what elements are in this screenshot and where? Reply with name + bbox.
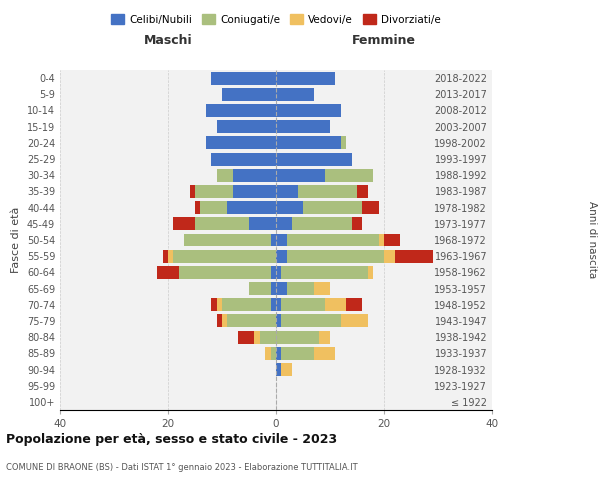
Bar bbox=[271, 282, 276, 295]
Bar bbox=[195, 218, 249, 230]
Bar bbox=[325, 298, 346, 311]
Bar bbox=[303, 201, 362, 214]
Bar bbox=[276, 88, 314, 101]
Bar bbox=[173, 250, 276, 262]
Bar bbox=[195, 201, 200, 214]
Bar bbox=[276, 152, 352, 166]
Bar bbox=[227, 314, 276, 328]
Bar bbox=[200, 201, 227, 214]
Text: COMUNE DI BRAONE (BS) - Dati ISTAT 1° gennaio 2023 - Elaborazione TUTTITALIA.IT: COMUNE DI BRAONE (BS) - Dati ISTAT 1° ge… bbox=[6, 462, 358, 471]
Bar bbox=[184, 234, 271, 246]
Bar bbox=[287, 234, 379, 246]
Text: Maschi: Maschi bbox=[143, 34, 193, 48]
Bar bbox=[249, 218, 276, 230]
Bar bbox=[276, 314, 281, 328]
Y-axis label: Fasce di età: Fasce di età bbox=[11, 207, 21, 273]
Bar bbox=[276, 72, 335, 85]
Bar bbox=[281, 314, 341, 328]
Bar bbox=[211, 152, 276, 166]
Bar bbox=[346, 298, 362, 311]
Bar bbox=[276, 298, 281, 311]
Bar bbox=[314, 347, 335, 360]
Bar bbox=[190, 185, 195, 198]
Text: Popolazione per età, sesso e stato civile - 2023: Popolazione per età, sesso e stato civil… bbox=[6, 432, 337, 446]
Bar bbox=[341, 314, 368, 328]
Bar bbox=[227, 201, 276, 214]
Bar bbox=[319, 330, 330, 344]
Bar bbox=[276, 104, 341, 117]
Bar bbox=[352, 218, 362, 230]
Bar bbox=[271, 298, 276, 311]
Bar bbox=[287, 250, 384, 262]
Bar bbox=[314, 282, 330, 295]
Bar bbox=[254, 330, 260, 344]
Bar bbox=[276, 266, 281, 279]
Bar bbox=[292, 218, 352, 230]
Bar bbox=[168, 250, 173, 262]
Bar bbox=[249, 282, 271, 295]
Bar bbox=[276, 282, 287, 295]
Bar bbox=[271, 266, 276, 279]
Legend: Celibi/Nubili, Coniugati/e, Vedovi/e, Divorziati/e: Celibi/Nubili, Coniugati/e, Vedovi/e, Di… bbox=[107, 10, 445, 29]
Bar bbox=[206, 136, 276, 149]
Bar bbox=[173, 218, 195, 230]
Bar bbox=[206, 104, 276, 117]
Bar bbox=[281, 363, 292, 376]
Bar bbox=[222, 314, 227, 328]
Bar bbox=[281, 266, 368, 279]
Bar bbox=[276, 169, 325, 181]
Bar bbox=[362, 201, 379, 214]
Bar bbox=[211, 72, 276, 85]
Bar bbox=[195, 185, 233, 198]
Bar bbox=[260, 330, 276, 344]
Bar bbox=[276, 347, 281, 360]
Bar bbox=[298, 185, 357, 198]
Bar bbox=[179, 266, 271, 279]
Bar bbox=[276, 120, 330, 133]
Bar bbox=[217, 314, 222, 328]
Bar bbox=[281, 298, 325, 311]
Bar bbox=[395, 250, 433, 262]
Bar bbox=[276, 250, 287, 262]
Bar bbox=[276, 363, 281, 376]
Bar bbox=[276, 201, 303, 214]
Bar bbox=[276, 330, 319, 344]
Bar bbox=[163, 250, 168, 262]
Bar bbox=[222, 298, 271, 311]
Bar bbox=[384, 250, 395, 262]
Bar bbox=[222, 88, 276, 101]
Bar bbox=[217, 298, 222, 311]
Bar bbox=[265, 347, 271, 360]
Bar bbox=[276, 136, 341, 149]
Bar bbox=[276, 234, 287, 246]
Text: Femmine: Femmine bbox=[352, 34, 416, 48]
Bar bbox=[325, 169, 373, 181]
Bar bbox=[276, 185, 298, 198]
Bar bbox=[341, 136, 346, 149]
Bar bbox=[379, 234, 384, 246]
Bar bbox=[217, 120, 276, 133]
Bar bbox=[281, 347, 314, 360]
Bar bbox=[157, 266, 179, 279]
Bar bbox=[271, 234, 276, 246]
Bar bbox=[368, 266, 373, 279]
Text: Anni di nascita: Anni di nascita bbox=[587, 202, 597, 278]
Bar bbox=[287, 282, 314, 295]
Bar bbox=[233, 169, 276, 181]
Bar bbox=[211, 298, 217, 311]
Bar bbox=[384, 234, 400, 246]
Bar bbox=[357, 185, 368, 198]
Bar bbox=[233, 185, 276, 198]
Bar bbox=[276, 218, 292, 230]
Bar bbox=[217, 169, 233, 181]
Bar bbox=[238, 330, 254, 344]
Bar bbox=[271, 347, 276, 360]
